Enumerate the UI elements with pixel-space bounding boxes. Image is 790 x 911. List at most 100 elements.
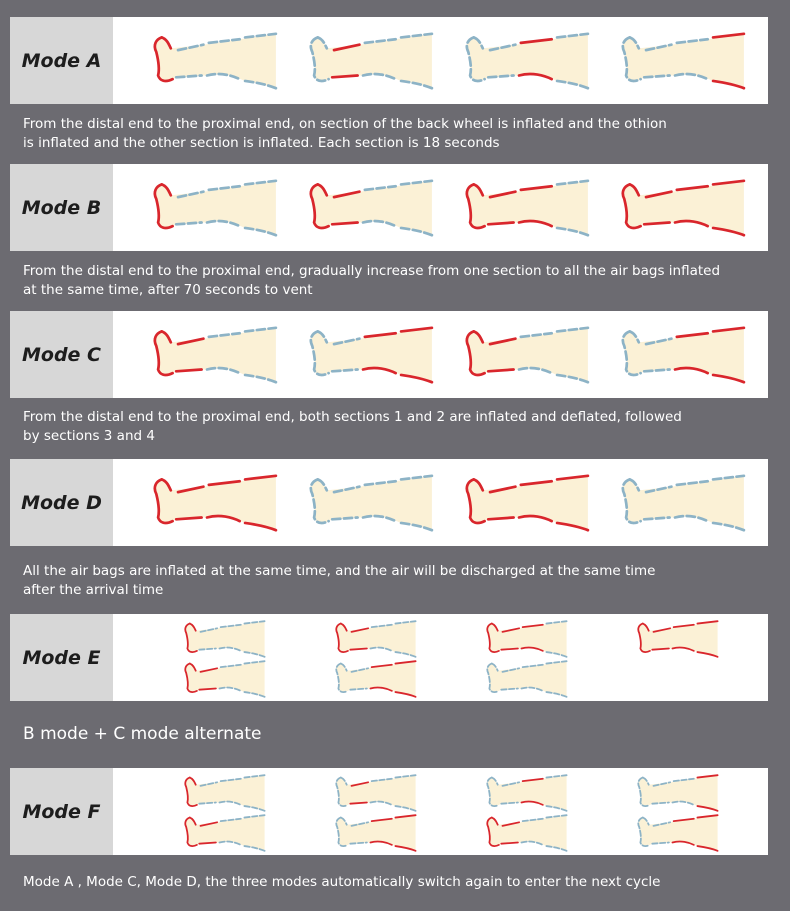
air-bag-section-1-deflated	[490, 662, 499, 672]
air-bag-section-3-deflated	[363, 479, 398, 487]
air-bag-section-1-deflated	[621, 36, 642, 83]
mode-leg-frame-4	[621, 474, 746, 532]
air-bag-section-2-deflated	[486, 74, 515, 79]
air-bag-section-2-deflated	[652, 781, 671, 787]
mode-leg-frame-7	[486, 660, 568, 698]
air-bag-section-4-inflated	[711, 32, 746, 39]
mode-a-label-box: Mode A	[10, 17, 113, 104]
air-bag-section-1-deflated	[628, 478, 641, 492]
air-bag-section-3-inflated	[370, 663, 393, 669]
air-bag-section-2-inflated	[501, 821, 520, 827]
air-bag-section-1-inflated	[490, 816, 499, 826]
mode-leg-frame-4	[621, 179, 746, 237]
air-bag-section-1-inflated	[472, 183, 485, 197]
air-bag-section-4-deflated	[243, 373, 278, 384]
air-bag-section-2-deflated	[174, 74, 203, 79]
air-bag-section-4-deflated	[555, 226, 590, 237]
air-bag-section-1-inflated	[184, 816, 198, 847]
air-bag-section-2-inflated	[199, 821, 218, 827]
mode-leg-frame-3	[486, 774, 568, 812]
air-bag-section-4-inflated	[711, 79, 746, 90]
mode-leg-frame-2	[309, 326, 434, 384]
air-bag-section-2-deflated	[349, 841, 368, 845]
air-bag-section-4-deflated	[243, 805, 266, 812]
air-bag-section-3-deflated	[218, 800, 242, 806]
air-bag-section-4-inflated	[711, 179, 746, 186]
air-bag-section-1-deflated	[339, 662, 348, 672]
air-bag-section-4-deflated	[545, 660, 568, 665]
air-bag-section-1-deflated	[339, 816, 348, 826]
air-bag-section-4-deflated	[545, 805, 568, 812]
mode-f-label-box: Mode F	[10, 768, 113, 855]
air-bag-section-1-inflated	[472, 330, 485, 344]
mode-b-description: From the distal end to the proximal end,…	[23, 263, 721, 298]
air-bag-section-3-deflated	[218, 686, 242, 692]
air-bag-section-1-inflated	[188, 816, 197, 826]
air-bag-section-3-deflated	[207, 184, 242, 192]
air-bag-section-2-inflated	[350, 781, 369, 787]
air-bag-section-1-inflated	[621, 183, 642, 230]
air-bag-section-1-inflated	[160, 183, 173, 197]
air-bag-section-3-inflated	[673, 219, 710, 228]
air-bag-section-4-deflated	[243, 226, 278, 237]
mode-leg-frame-4	[621, 32, 746, 90]
air-bag-section-1-deflated	[335, 776, 349, 807]
air-bag-section-3-deflated	[369, 646, 393, 652]
air-bag-section-4-deflated	[555, 179, 590, 186]
air-bag-section-3-inflated	[517, 219, 554, 228]
air-bag-section-1-deflated	[628, 330, 641, 344]
air-bag-section-4-deflated	[545, 651, 568, 658]
air-bag-section-2-inflated	[486, 221, 515, 226]
air-bag-section-2-inflated	[174, 368, 203, 373]
air-bag-section-2-inflated	[488, 485, 517, 494]
air-bag-section-3-deflated	[521, 663, 544, 669]
mode-leg-frame-3	[465, 474, 590, 532]
air-bag-section-2-deflated	[198, 801, 217, 805]
air-bag-section-3-deflated	[205, 219, 242, 228]
air-bag-section-3-deflated	[205, 366, 242, 375]
air-bag-section-3-deflated	[520, 840, 544, 846]
air-bag-section-4-deflated	[243, 32, 278, 39]
air-bag-section-1-inflated	[339, 622, 348, 632]
air-bag-section-2-deflated	[642, 516, 671, 521]
air-bag-section-1-inflated	[465, 183, 486, 230]
air-bag-section-2-deflated	[332, 485, 361, 494]
air-bag-section-1-inflated	[160, 36, 173, 50]
air-bag-section-4-deflated	[243, 845, 266, 852]
air-bag-section-1-inflated	[153, 36, 174, 83]
air-bag-section-2-inflated	[349, 647, 368, 651]
air-bag-section-1-deflated	[316, 36, 329, 50]
air-bag-section-4-deflated	[399, 226, 434, 237]
air-bag-section-3-deflated	[219, 777, 242, 783]
air-bag-section-2-inflated	[350, 627, 369, 633]
air-bag-section-1-deflated	[621, 330, 642, 377]
air-bag-section-1-deflated	[490, 776, 499, 786]
mode-e-diagram	[113, 614, 768, 701]
air-bag-section-4-deflated	[399, 521, 434, 532]
air-bag-section-1-inflated	[465, 478, 486, 525]
air-bag-section-3-deflated	[361, 514, 398, 523]
mode-a-label: Mode A	[21, 49, 102, 72]
mode-f-label: Mode F	[22, 800, 101, 823]
air-bag-section-1-inflated	[316, 183, 329, 197]
air-bag-section-2-inflated	[330, 221, 359, 226]
air-bag-section-2-inflated	[501, 627, 520, 633]
air-bag-section-2-inflated	[486, 516, 515, 521]
air-bag-section-4-deflated	[399, 79, 434, 90]
air-bag-section-4-deflated	[243, 620, 266, 625]
mode-leg-frame-2	[335, 774, 417, 812]
air-bag-section-1-inflated	[335, 622, 349, 653]
air-bag-section-3-deflated	[218, 840, 242, 846]
air-bag-section-1-deflated	[486, 776, 500, 807]
air-bag-section-4-deflated	[243, 814, 266, 819]
air-bag-section-4-inflated	[399, 326, 434, 333]
air-bag-section-2-deflated	[488, 43, 517, 52]
mode-d-diagram	[113, 459, 768, 546]
air-bag-section-2-deflated	[642, 74, 671, 79]
air-bag-section-4-inflated	[243, 474, 278, 481]
air-bag-section-1-deflated	[309, 330, 330, 377]
mode-c-diagram	[113, 311, 768, 398]
air-bag-section-1-deflated	[465, 36, 486, 83]
mode-f-description: Mode A , Mode C, Mode D, the three modes…	[23, 874, 661, 890]
mode-leg-frame-7	[486, 814, 568, 852]
